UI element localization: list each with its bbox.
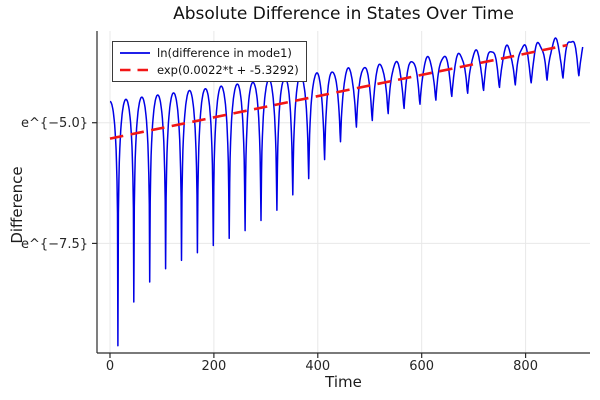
legend-solid-line-sample (120, 51, 150, 54)
x-tick-label-3: 600 (409, 359, 434, 374)
legend-entry-series: ln(difference in mode1) (119, 44, 299, 61)
legend-label-fit: exp(0.0022*t + -5.3292) (157, 62, 299, 77)
legend-label-series: ln(difference in mode1) (157, 45, 292, 60)
x-tick-label-1: 200 (201, 359, 226, 374)
x-tick-label-0: 0 (106, 359, 114, 374)
x-axis-label: Time (325, 373, 362, 391)
x-tick-label-2: 400 (305, 359, 330, 374)
y-tick-label-0: e^{−5.0} (21, 116, 88, 131)
fit-line-dashed (109, 43, 568, 140)
x-tick-label-4: 800 (513, 359, 538, 374)
y-tick-label-1: e^{−7.5} (21, 237, 88, 252)
y-axis-label: Difference (8, 166, 26, 244)
legend: ln(difference in mode1) exp(0.0022*t + -… (112, 41, 307, 82)
series-line-ln-difference (109, 37, 584, 347)
legend-dashed-line-sample (120, 68, 150, 71)
chart-title: Absolute Difference in States Over Time (173, 4, 514, 24)
legend-entry-fit: exp(0.0022*t + -5.3292) (119, 61, 299, 78)
